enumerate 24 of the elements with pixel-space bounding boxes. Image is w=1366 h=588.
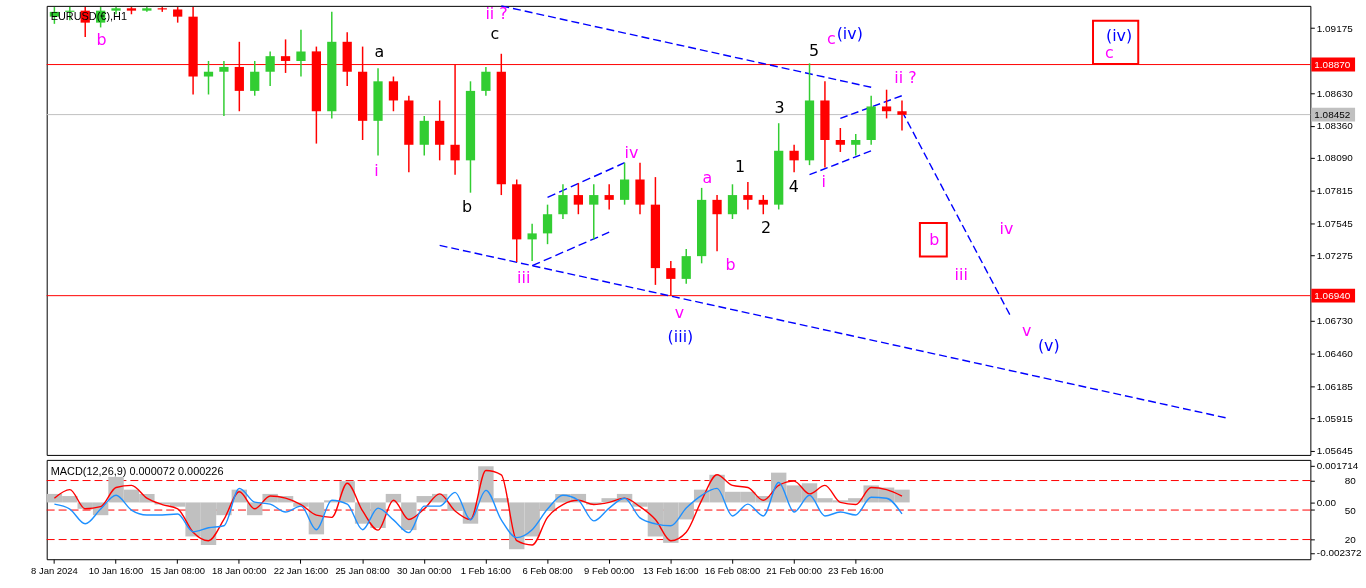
x-tick-label: 18 Jan 00:00 bbox=[212, 564, 267, 576]
x-tick-label: 13 Feb 16:00 bbox=[643, 564, 699, 576]
y-tick-label: -0.002372 bbox=[1316, 547, 1362, 559]
chart-title: MACD(12,26,9) 0.000072 0.000226 bbox=[50, 464, 224, 477]
x-tick-label: 23 Feb 16:00 bbox=[827, 564, 884, 576]
x-tick-label: 25 Jan 08:00 bbox=[335, 564, 390, 576]
x-tick-label: 9 Feb 00:00 bbox=[584, 564, 635, 576]
x-tick-label: 8 Jan 2024 bbox=[31, 564, 78, 576]
y-tick-label: 0.00 bbox=[1316, 496, 1337, 508]
x-tick-label: 30 Jan 00:00 bbox=[397, 564, 452, 576]
x-tick-label: 1 Feb 16:00 bbox=[460, 564, 512, 576]
y-tick-label: 1.06185 bbox=[1316, 380, 1354, 392]
y2-tick-label: 50 bbox=[1344, 504, 1357, 516]
y-tick-label: 1.05915 bbox=[1316, 412, 1354, 424]
y2-tick-label: 80 bbox=[1344, 475, 1357, 487]
x-tick-label: 15 Jan 08:00 bbox=[150, 564, 205, 576]
y-tick-label: 0.001714 bbox=[1316, 460, 1359, 472]
x-tick-label: 16 Feb 08:00 bbox=[704, 564, 761, 576]
x-tick-label: 22 Jan 16:00 bbox=[273, 564, 329, 576]
y-tick-label: 1.05645 bbox=[1316, 445, 1354, 457]
x-tick-label: 10 Jan 16:00 bbox=[88, 564, 144, 576]
y2-tick-label: 20 bbox=[1344, 534, 1357, 546]
x-tick-label: 21 Feb 00:00 bbox=[766, 564, 822, 576]
x-tick-label: 6 Feb 08:00 bbox=[522, 564, 573, 576]
